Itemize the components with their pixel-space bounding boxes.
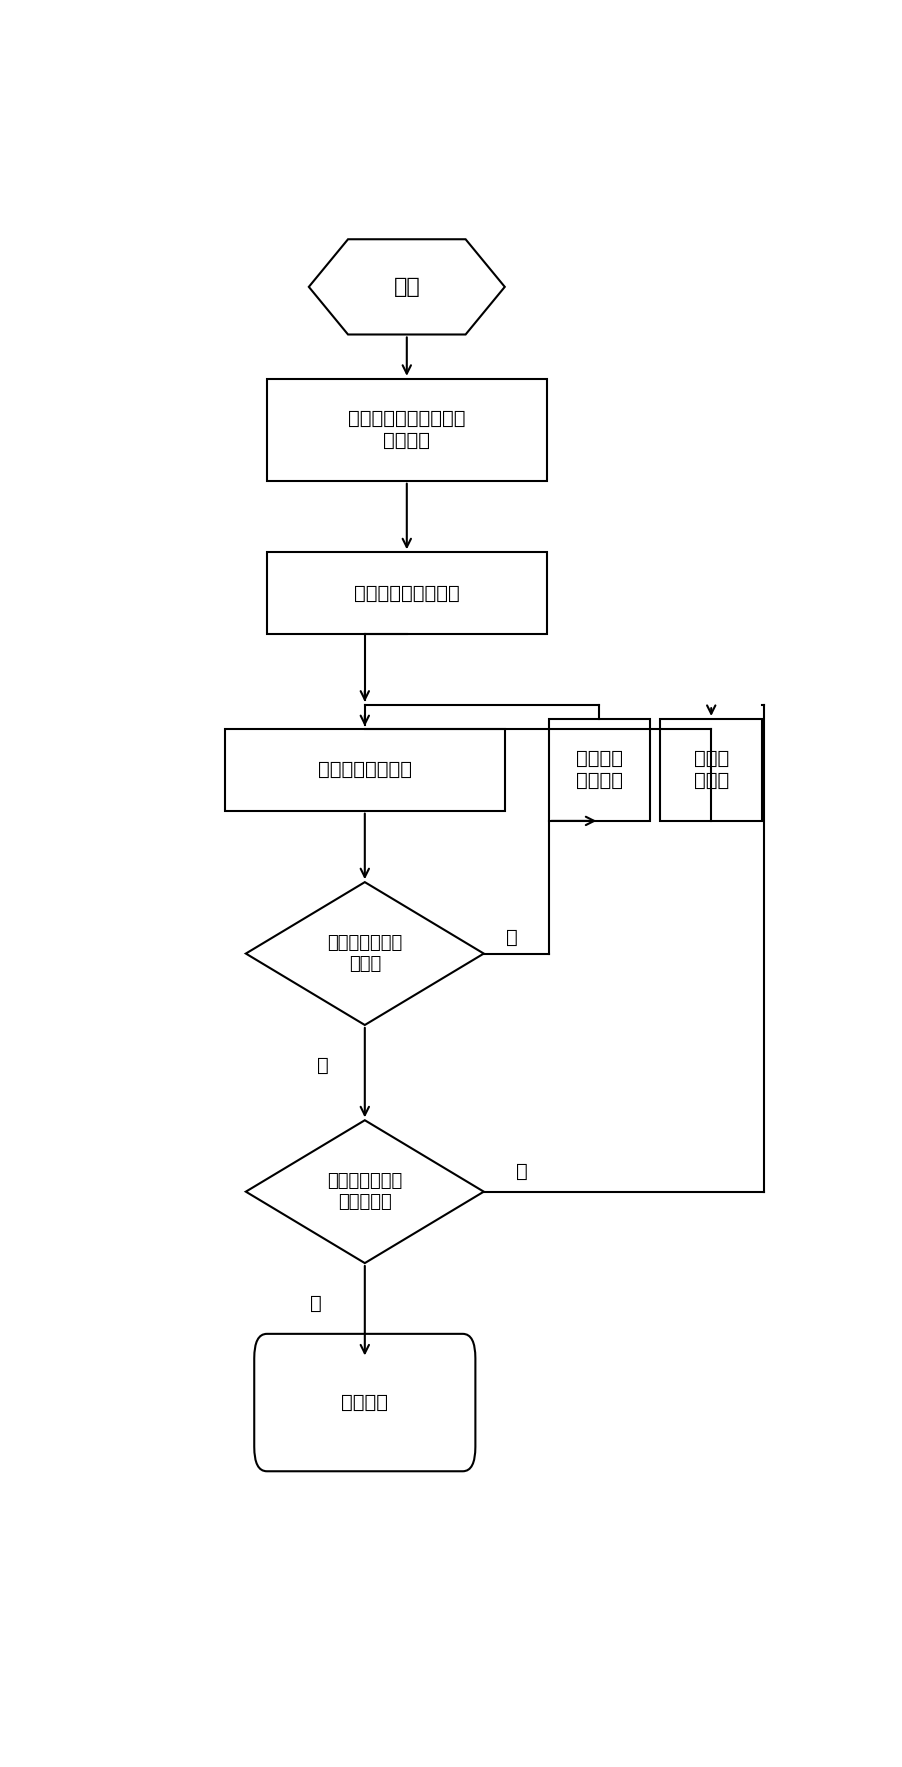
Text: 输出结果: 输出结果 [341, 1392, 388, 1412]
Text: 建立卫星主基准与推力
器自基准: 建立卫星主基准与推力 器自基准 [347, 410, 465, 451]
Bar [225, 730, 504, 811]
Text: 施加新的
喷气组合: 施加新的 喷气组合 [575, 749, 622, 790]
Text: 是: 是 [317, 1057, 328, 1076]
Text: 分析推力器喷气特点: 分析推力器喷气特点 [354, 583, 459, 603]
Bar [659, 719, 761, 822]
Text: 施加推力器的激励: 施加推力器的激励 [318, 760, 411, 779]
Text: 施加反
向激励: 施加反 向激励 [693, 749, 728, 790]
Text: 否: 否 [309, 1295, 321, 1313]
Bar [267, 378, 547, 481]
Text: 开始: 开始 [393, 277, 419, 297]
Bar [548, 719, 649, 822]
Text: 是否激振出所需
模态？: 是否激振出所需 模态？ [327, 935, 402, 974]
Bar [267, 553, 547, 634]
Text: 是否卫星超出安
全偏转角度: 是否卫星超出安 全偏转角度 [327, 1172, 402, 1210]
Text: 是: 是 [505, 928, 517, 947]
Text: 是: 是 [516, 1161, 528, 1180]
